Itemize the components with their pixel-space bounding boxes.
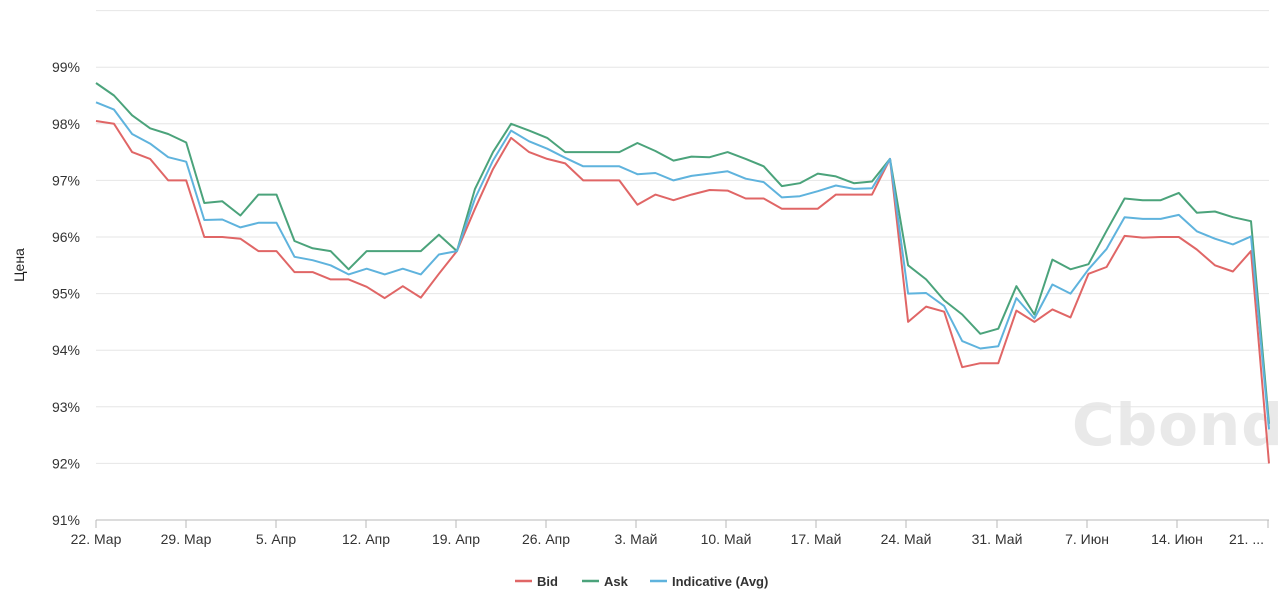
cbonds-watermark: Cbonds [1072, 391, 1280, 459]
series-line-bid [95, 120, 1270, 464]
x-tick-label: 14. Июн [1151, 531, 1203, 547]
x-tick-label: 19. Апр [432, 531, 480, 547]
y-axis-ticks: 91% 92% 93% 94% 95% 96% 97% 98% 99% [52, 59, 80, 528]
x-axis: 22. Мар 29. Мар 5. Апр 12. Апр 19. Апр 26. Ап… [71, 519, 1269, 547]
y-tick-label: 97% [52, 172, 80, 188]
legend-label: Bid [537, 574, 558, 589]
x-tick-label: 7. Июн [1065, 531, 1109, 547]
series-lines [95, 82, 1270, 464]
x-tick-label: 21. ... [1229, 531, 1264, 547]
y-tick-label: 96% [52, 229, 80, 245]
x-tick-label: 31. Май [972, 531, 1023, 547]
y-axis-label: Цена [11, 248, 27, 282]
x-tick-label: 17. Май [791, 531, 842, 547]
x-tick-label: 26. Апр [522, 531, 570, 547]
x-tick-label: 12. Апр [342, 531, 390, 547]
x-tick-label: 24. Май [881, 531, 932, 547]
x-tick-label: 3. Май [615, 531, 658, 547]
y-tick-label: 99% [52, 59, 80, 75]
gridlines [96, 10, 1269, 521]
x-tick-label: 22. Мар [71, 531, 122, 547]
y-tick-label: 91% [52, 512, 80, 528]
legend[interactable]: Bid Ask Indicative (Avg) [515, 574, 768, 589]
y-tick-label: 95% [52, 286, 80, 302]
x-tick-label: 10. Май [701, 531, 752, 547]
series-line-indicative-avg [95, 101, 1270, 430]
y-tick-label: 98% [52, 116, 80, 132]
x-tick-label: 29. Мар [161, 531, 212, 547]
series-line-ask [95, 82, 1270, 424]
y-tick-label: 92% [52, 455, 80, 471]
y-tick-label: 93% [52, 399, 80, 415]
legend-label: Ask [604, 574, 629, 589]
x-tick-label: 5. Апр [256, 531, 296, 547]
legend-label: Indicative (Avg) [672, 574, 768, 589]
y-tick-label: 94% [52, 342, 80, 358]
